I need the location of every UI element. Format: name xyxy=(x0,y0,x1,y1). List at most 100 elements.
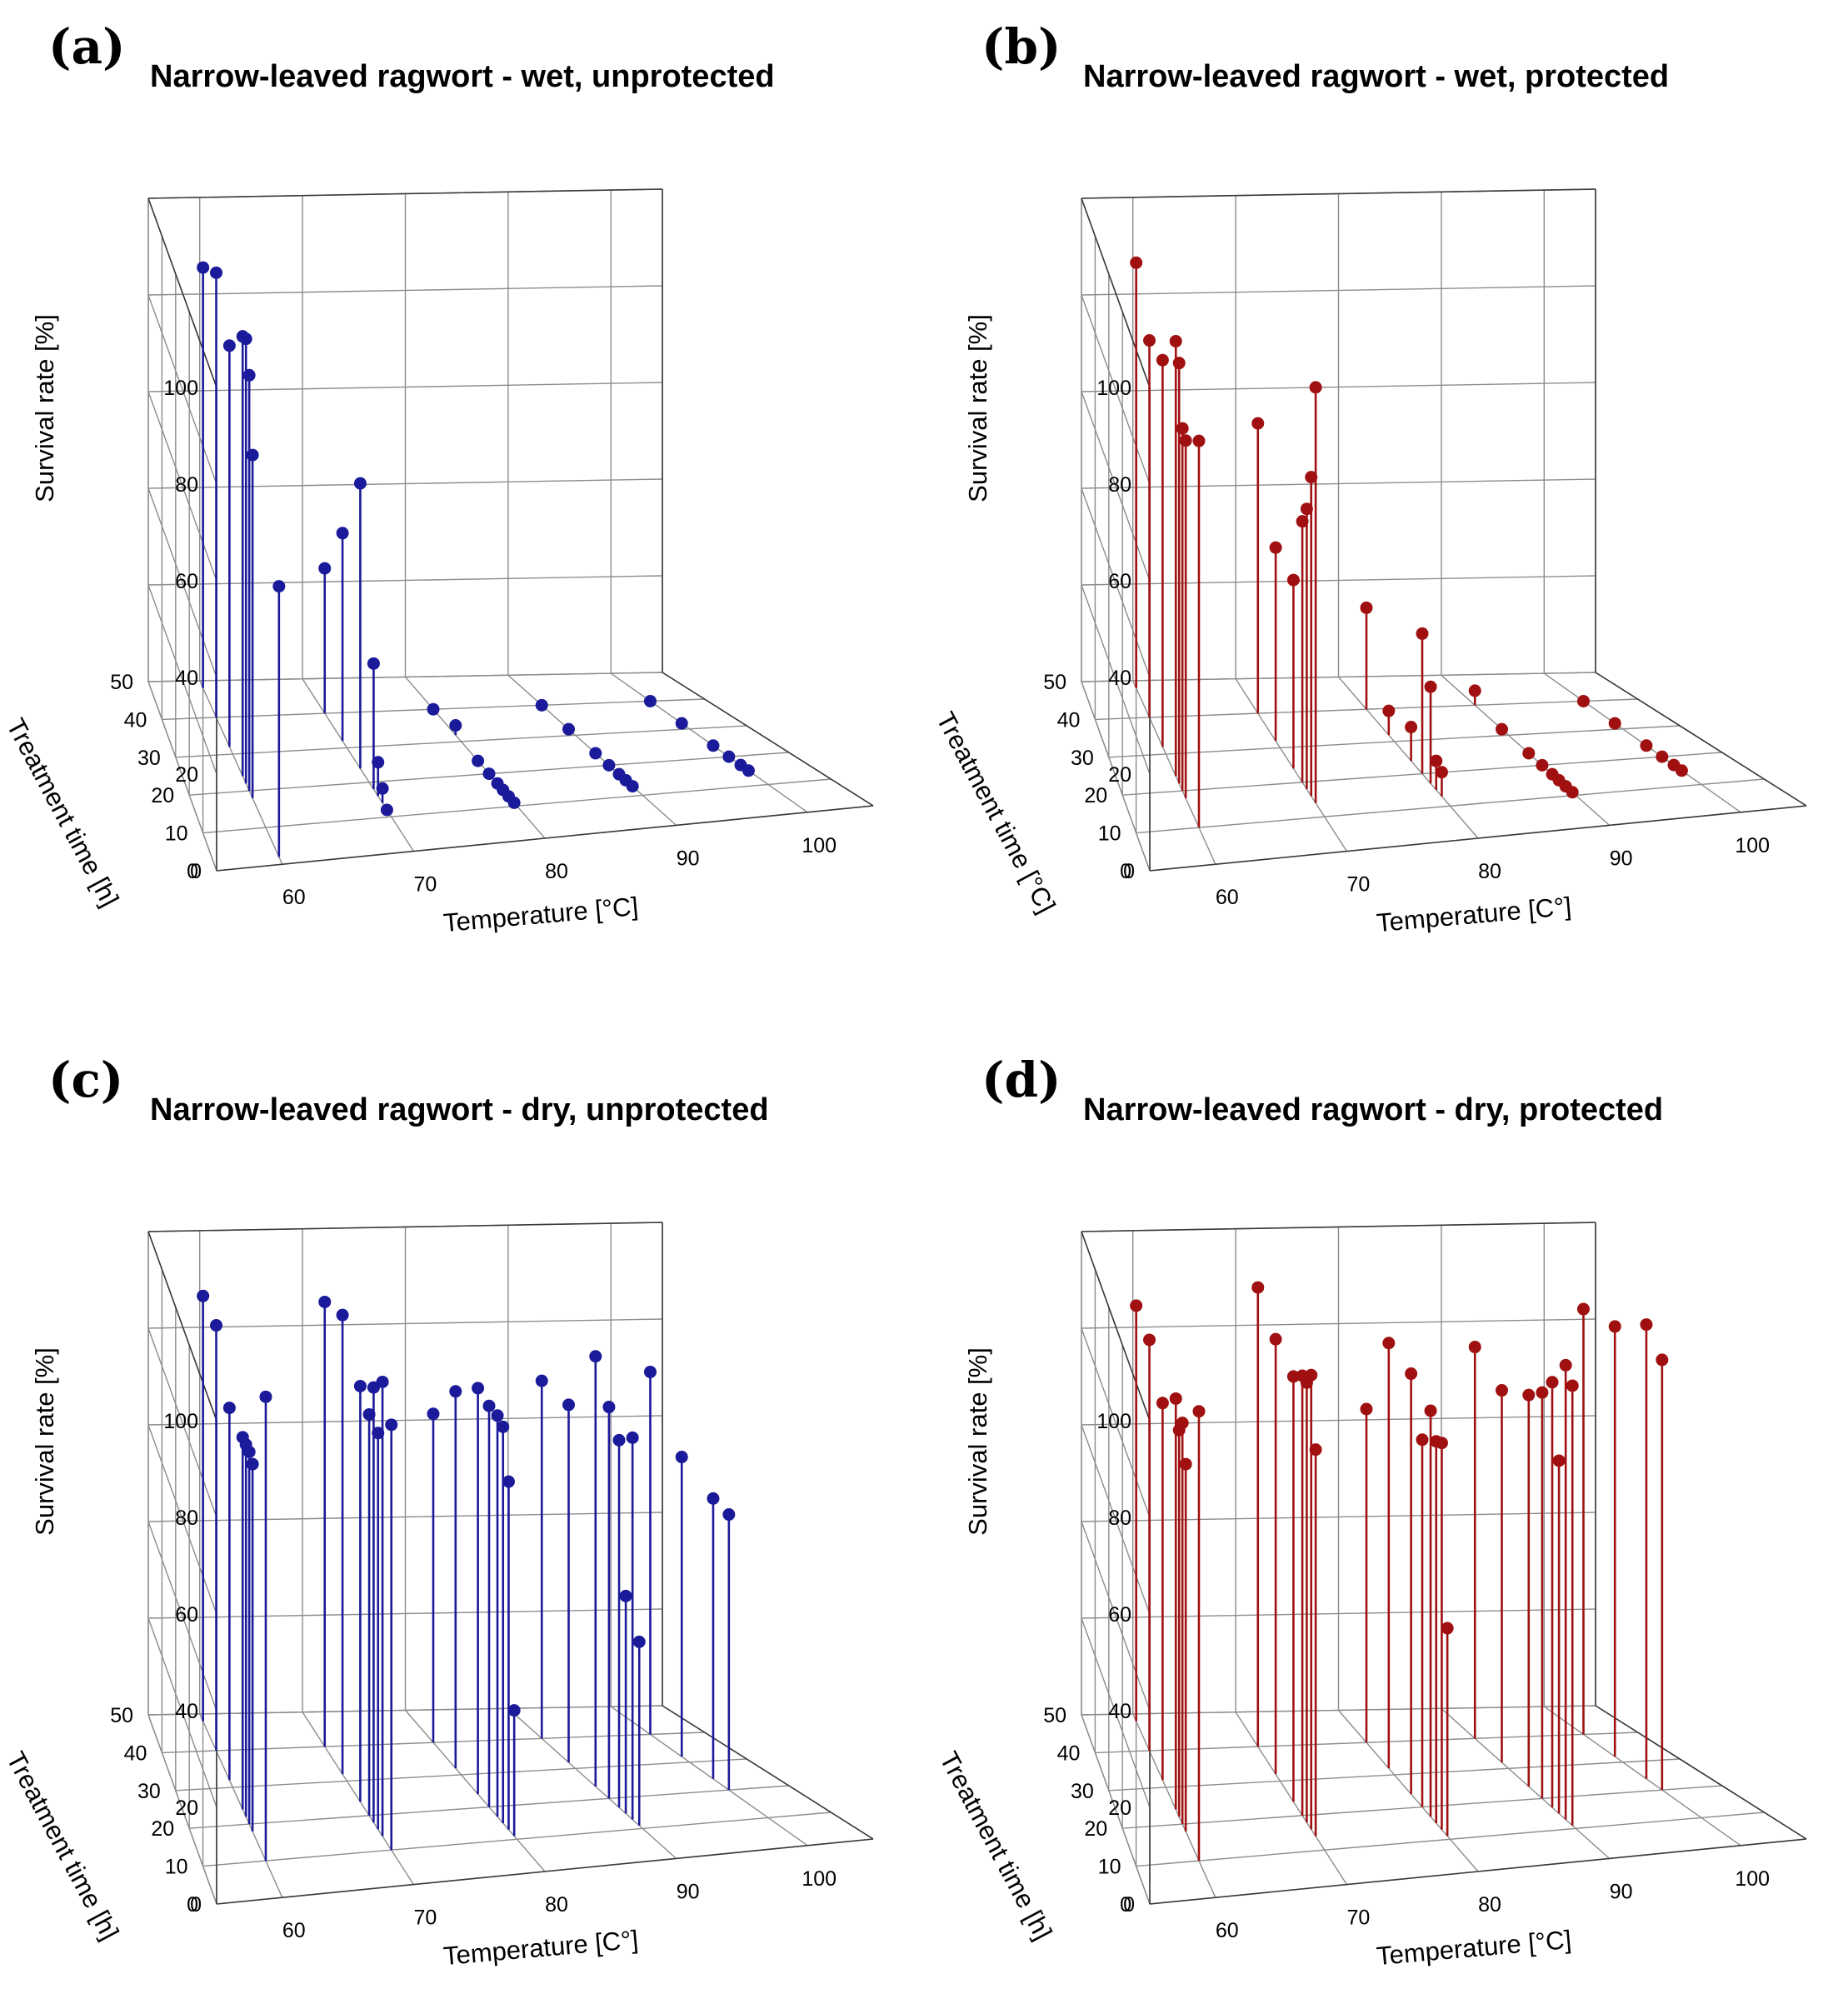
x-tick-label: 60 xyxy=(1216,886,1239,909)
data-point xyxy=(336,1308,349,1322)
frame-edge xyxy=(1081,1231,1151,1422)
x-tick-label: 100 xyxy=(802,1867,837,1891)
y-tick-label: 50 xyxy=(1043,671,1066,694)
z-tick-label: 40 xyxy=(1108,667,1131,690)
chart-title: Narrow-leaved ragwort - wet, protected xyxy=(1083,59,1669,94)
plot-frame xyxy=(1081,1222,1807,1905)
side-wall-hline xyxy=(147,294,217,485)
data-point xyxy=(1435,766,1448,779)
back-wall-hline xyxy=(1081,1608,1596,1619)
data-point xyxy=(1309,381,1322,394)
z-tick-label: 40 xyxy=(175,667,198,690)
data-point xyxy=(197,1289,210,1302)
back-wall-grid xyxy=(1081,1222,1596,1716)
data-point xyxy=(1566,786,1579,799)
x-tick-label: 70 xyxy=(413,873,437,897)
data-point xyxy=(1522,747,1536,760)
data-point xyxy=(1269,1332,1282,1346)
data-point xyxy=(242,1445,256,1458)
data-point xyxy=(449,1385,462,1398)
data-point xyxy=(376,782,389,795)
y-tick-label: 30 xyxy=(1071,747,1094,770)
y-axis-label: Treatment time [h] xyxy=(1,1747,124,1945)
side-wall-hline xyxy=(1081,294,1151,485)
side-wall-hline xyxy=(1081,391,1151,582)
data-series xyxy=(197,1289,736,1862)
data-point xyxy=(1522,1388,1536,1402)
back-wall-hline xyxy=(147,1512,663,1522)
data-point xyxy=(1416,1433,1429,1447)
data-series xyxy=(1130,256,1688,828)
z-tick-label: 100 xyxy=(1096,377,1131,400)
frame-edge xyxy=(1081,197,1151,388)
panel-label: (b) xyxy=(981,18,1061,75)
x-tick-label: 90 xyxy=(1610,847,1633,870)
data-point xyxy=(1176,422,1189,435)
data-point xyxy=(1172,357,1186,370)
data-point xyxy=(497,1420,510,1433)
chart-panel-a: 0204060801000102030405060708090100Temper… xyxy=(1,18,874,937)
z-axis-label: Survival rate [%] xyxy=(963,314,992,502)
data-point xyxy=(1546,1376,1559,1389)
z-tick-label: 0 xyxy=(187,1893,198,1917)
back-wall-hline xyxy=(1081,575,1596,586)
y-tick-label: 40 xyxy=(124,708,147,732)
side-wall-hline xyxy=(1081,1521,1151,1712)
side-wall-hline xyxy=(1081,1327,1151,1518)
data-point xyxy=(376,1375,389,1388)
z-tick-label: 40 xyxy=(175,1700,198,1723)
data-point xyxy=(259,1390,272,1403)
x-tick-label: 90 xyxy=(677,847,700,870)
data-point xyxy=(427,1407,440,1421)
y-tick-label: 20 xyxy=(151,784,174,807)
data-point xyxy=(197,261,210,274)
back-wall-hline xyxy=(1081,285,1596,296)
data-point xyxy=(1640,739,1653,752)
y-tick-label: 0 xyxy=(1123,860,1135,883)
frame-edge xyxy=(1081,188,1596,199)
back-wall-hline xyxy=(1081,1415,1596,1426)
data-point xyxy=(1360,601,1373,614)
x-axis-label: Temperature [°C] xyxy=(442,892,640,937)
frame-edge xyxy=(1149,805,1807,872)
frame-edge xyxy=(1081,1222,1596,1232)
data-point xyxy=(643,694,657,707)
floor-time-line xyxy=(147,1705,663,1716)
z-tick-label: 0 xyxy=(1120,860,1131,883)
y-tick-label: 0 xyxy=(1123,1893,1135,1917)
x-tick-label: 100 xyxy=(1735,834,1770,857)
data-series xyxy=(197,261,755,857)
y-tick-label: 10 xyxy=(165,822,188,846)
data-point xyxy=(239,332,252,346)
data-point xyxy=(242,368,256,382)
z-tick-label: 100 xyxy=(163,377,198,400)
data-point xyxy=(602,1401,616,1414)
floor-time-line xyxy=(202,1812,832,1867)
data-point xyxy=(1305,471,1318,484)
floor-temp-line xyxy=(199,680,283,865)
floor-temp-line xyxy=(610,1706,808,1847)
back-wall-hline xyxy=(1081,382,1596,392)
data-point xyxy=(336,527,349,540)
floor-temp-line xyxy=(302,1712,414,1885)
chart-title: Narrow-leaved ragwort - wet, unprotected xyxy=(150,59,775,94)
data-point xyxy=(1424,1404,1437,1417)
z-tick-label: 100 xyxy=(1096,1410,1131,1433)
floor-temp-line xyxy=(1235,1712,1347,1885)
y-tick-label: 10 xyxy=(1098,822,1121,846)
data-point xyxy=(619,1589,632,1602)
data-point xyxy=(427,702,440,716)
z-axis-label: Survival rate [%] xyxy=(30,314,59,502)
panel-label: (c) xyxy=(48,1052,123,1108)
floor-time-line xyxy=(189,1785,789,1829)
data-point xyxy=(380,803,393,817)
data-point xyxy=(626,780,639,793)
x-tick-label: 80 xyxy=(545,860,568,883)
y-tick-label: 40 xyxy=(1057,1742,1081,1765)
data-point xyxy=(602,758,616,772)
plot-frame xyxy=(147,188,874,872)
data-point xyxy=(1360,1402,1373,1416)
y-tick-label: 50 xyxy=(1043,1704,1066,1727)
frame-edge xyxy=(1149,1838,1807,1905)
z-tick-label: 20 xyxy=(175,763,198,787)
